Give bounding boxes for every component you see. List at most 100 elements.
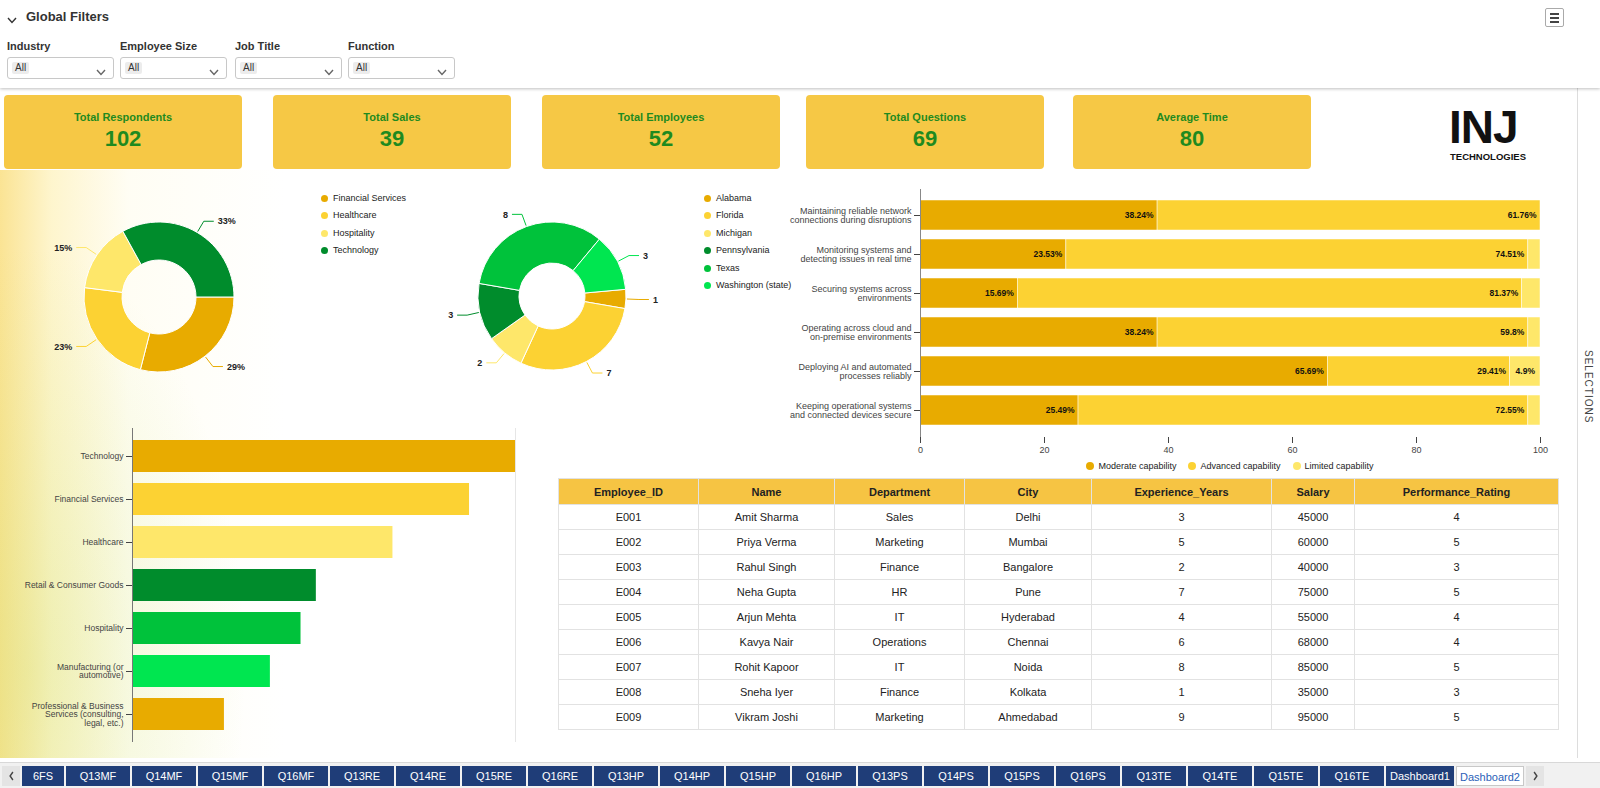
html-text:Mumbai: Mumbai bbox=[1008, 536, 1048, 548]
svg-text:59.8%: 59.8% bbox=[1500, 327, 1525, 337]
svg-text:Deploying AI and automatedproc: Deploying AI and automatedprocesses reli… bbox=[798, 362, 912, 381]
html-text:52: 52 bbox=[648, 126, 674, 151]
html-text:E003: E003 bbox=[615, 561, 642, 573]
html-text:Q13TE: Q13TE bbox=[1136, 769, 1172, 782]
html-text:Function: Function bbox=[348, 40, 395, 52]
html-text:E002: E002 bbox=[615, 536, 642, 548]
html-text:102: 102 bbox=[104, 126, 142, 151]
html-text:Total Questions: Total Questions bbox=[883, 111, 967, 123]
svg-text:29.41%: 29.41% bbox=[1477, 366, 1506, 376]
html-text:39: 39 bbox=[379, 126, 405, 151]
html-text:Priya Verma: Priya Verma bbox=[736, 536, 797, 548]
svg-text:15%: 15% bbox=[54, 243, 72, 253]
svg-text:23%: 23% bbox=[54, 342, 72, 352]
svg-text:Professional & BusinessService: Professional & BusinessServices (consult… bbox=[32, 701, 124, 728]
svg-text:7: 7 bbox=[606, 368, 611, 378]
html-text:E001: E001 bbox=[615, 511, 642, 523]
html-text:Q13RE: Q13RE bbox=[344, 769, 380, 782]
svg-text:Hospitality: Hospitality bbox=[84, 623, 124, 633]
html-text:Global Filters: Global Filters bbox=[26, 9, 110, 24]
svg-text:29%: 29% bbox=[227, 362, 245, 372]
svg-text:Financial Services: Financial Services bbox=[55, 494, 124, 504]
html-text:Department: Department bbox=[868, 485, 931, 498]
html-text:Marketing: Marketing bbox=[875, 536, 924, 548]
html-text:Q13HP: Q13HP bbox=[608, 769, 644, 782]
svg-text:Technology: Technology bbox=[80, 451, 124, 461]
html-text:Q14PS: Q14PS bbox=[938, 769, 974, 782]
svg-text:60: 60 bbox=[1287, 445, 1297, 455]
html-text:Q14RE: Q14RE bbox=[410, 769, 446, 782]
svg-text:3: 3 bbox=[448, 310, 453, 320]
html-text:Job Title: Job Title bbox=[235, 40, 280, 52]
html-text:Q16RE: Q16RE bbox=[542, 769, 578, 782]
html-text:Dashboard2: Dashboard2 bbox=[1460, 770, 1520, 783]
svg-text:15.69%: 15.69% bbox=[985, 288, 1014, 298]
html-text:Dashboard1: Dashboard1 bbox=[1390, 769, 1450, 782]
html-text:Total Sales: Total Sales bbox=[363, 111, 421, 123]
svg-text:2: 2 bbox=[477, 358, 482, 368]
html-text:Average Time: Average Time bbox=[1156, 111, 1228, 123]
svg-text:38.24%: 38.24% bbox=[1125, 327, 1154, 337]
svg-text:100: 100 bbox=[1533, 445, 1548, 455]
html-text:Q16TE: Q16TE bbox=[1334, 769, 1370, 782]
svg-text:0: 0 bbox=[918, 445, 923, 455]
html-text:City: City bbox=[1017, 485, 1039, 498]
html-text:Q15HP: Q15HP bbox=[740, 769, 776, 782]
html-text:Performance_Rating: Performance_Rating bbox=[1402, 485, 1511, 498]
html-text:60000: 60000 bbox=[1297, 536, 1329, 548]
html-text:80: 80 bbox=[1179, 126, 1205, 151]
html-text:Amit Sharma: Amit Sharma bbox=[734, 511, 799, 523]
html-text:Q15MF: Q15MF bbox=[211, 769, 249, 782]
svg-text:Retail & Consumer Goods: Retail & Consumer Goods bbox=[25, 580, 124, 590]
svg-text:1: 1 bbox=[653, 295, 658, 305]
html-text:Q14HP: Q14HP bbox=[674, 769, 710, 782]
html-text:Name: Name bbox=[751, 485, 782, 498]
svg-text:40: 40 bbox=[1163, 445, 1173, 455]
html-text:Delhi: Delhi bbox=[1015, 511, 1041, 523]
svg-text:Keeping operational systemsand: Keeping operational systemsand connected… bbox=[790, 401, 912, 420]
html-text:Q15RE: Q15RE bbox=[476, 769, 512, 782]
svg-text:81.37%: 81.37% bbox=[1489, 288, 1518, 298]
svg-text:Maintaining reliable networkco: Maintaining reliable networkconnections … bbox=[790, 206, 912, 225]
html-text:Rahul Singh: Rahul Singh bbox=[736, 561, 797, 573]
svg-text:8: 8 bbox=[503, 210, 508, 220]
svg-text:Manufacturing (orautomotive): Manufacturing (orautomotive) bbox=[57, 662, 124, 681]
svg-text:Operating across cloud andon-p: Operating across cloud andon-premise env… bbox=[801, 323, 912, 342]
svg-text:20: 20 bbox=[1039, 445, 1049, 455]
html-text:Industry: Industry bbox=[7, 40, 51, 52]
html-text:Employee_ID: Employee_ID bbox=[594, 485, 663, 498]
html-text:Q16HP: Q16HP bbox=[806, 769, 842, 782]
html-text:Employee Size: Employee Size bbox=[120, 40, 197, 52]
svg-text:65.69%: 65.69% bbox=[1295, 366, 1324, 376]
html-text:69: 69 bbox=[912, 126, 938, 151]
html-text:Sales: Sales bbox=[885, 511, 914, 523]
svg-text:80: 80 bbox=[1411, 445, 1421, 455]
svg-text:33%: 33% bbox=[218, 216, 236, 226]
html-text:Q16MF: Q16MF bbox=[277, 769, 315, 782]
html-text:Q13MF: Q13MF bbox=[79, 769, 117, 782]
html-text:Total Employees: Total Employees bbox=[617, 111, 705, 123]
html-text:Q15PS: Q15PS bbox=[1004, 769, 1040, 782]
html-text:45000: 45000 bbox=[1297, 511, 1329, 523]
html-text:Total Respondents: Total Respondents bbox=[73, 111, 173, 123]
html-text:Q13PS: Q13PS bbox=[872, 769, 908, 782]
html-text:Experience_Years: Experience_Years bbox=[1134, 485, 1229, 498]
svg-text:Monitoring systems anddetectin: Monitoring systems anddetecting issues i… bbox=[800, 245, 911, 264]
html-text:INJ: INJ bbox=[1449, 101, 1518, 153]
svg-text:Securing systems acrossenviron: Securing systems acrossenvironments bbox=[811, 284, 912, 303]
svg-text:74.51%: 74.51% bbox=[1496, 249, 1525, 259]
html-text:Q14TE: Q14TE bbox=[1202, 769, 1238, 782]
svg-text:Healthcare: Healthcare bbox=[82, 537, 123, 547]
html-text:Q14MF: Q14MF bbox=[145, 769, 183, 782]
html-text:Salary: Salary bbox=[1296, 485, 1330, 498]
html-text:Q16PS: Q16PS bbox=[1070, 769, 1106, 782]
svg-text:61.76%: 61.76% bbox=[1508, 210, 1537, 220]
svg-text:23.53%: 23.53% bbox=[1034, 249, 1063, 259]
html-text:6FS: 6FS bbox=[32, 769, 54, 782]
svg-text:4.9%: 4.9% bbox=[1516, 366, 1536, 376]
svg-text:38.24%: 38.24% bbox=[1125, 210, 1154, 220]
html-text:Q15TE: Q15TE bbox=[1268, 769, 1304, 782]
svg-text:3: 3 bbox=[643, 251, 648, 261]
svg-text:25.49%: 25.49% bbox=[1046, 405, 1075, 415]
svg-text:72.55%: 72.55% bbox=[1496, 405, 1525, 415]
